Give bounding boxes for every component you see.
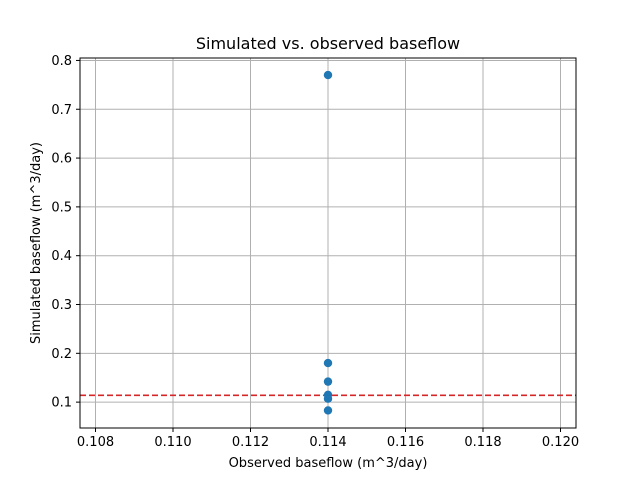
data-points bbox=[323, 70, 333, 415]
scatter-point bbox=[323, 70, 333, 80]
y-axis-label: Simulated baseflow (m^3/day) bbox=[29, 142, 44, 344]
y-tick-label: 0.1 bbox=[51, 396, 72, 411]
x-tick-label: 0.112 bbox=[232, 435, 269, 450]
scatter-point bbox=[323, 394, 333, 403]
scatter-point bbox=[323, 377, 333, 386]
y-tick-label: 0.8 bbox=[51, 54, 72, 69]
x-tick-label: 0.120 bbox=[542, 435, 579, 450]
chart-title: Simulated vs. observed baseflow bbox=[196, 34, 460, 53]
y-tick-label: 0.5 bbox=[51, 200, 72, 215]
x-tick-label: 0.114 bbox=[309, 435, 346, 450]
y-tick-label: 0.3 bbox=[51, 298, 72, 313]
y-tick-label: 0.7 bbox=[51, 103, 72, 118]
y-tick-label: 0.4 bbox=[51, 249, 72, 264]
y-tick-label: 0.6 bbox=[51, 152, 72, 167]
y-tick-label: 0.2 bbox=[51, 347, 72, 362]
x-tick-label: 0.108 bbox=[77, 435, 114, 450]
x-axis-label: Observed baseflow (m^3/day) bbox=[229, 456, 428, 471]
scatter-point bbox=[323, 358, 333, 368]
x-tick-label: 0.116 bbox=[387, 435, 424, 450]
x-tick-label: 0.110 bbox=[154, 435, 191, 450]
scatter-point bbox=[323, 406, 333, 415]
y-axis-ticks: 0.1 0.2 0.3 0.4 0.5 0.6 0.7 0.8 bbox=[51, 54, 80, 411]
x-axis-ticks: 0.108 0.110 0.112 0.114 0.116 0.118 0.120 bbox=[77, 428, 579, 450]
grid bbox=[80, 58, 576, 428]
x-tick-label: 0.118 bbox=[464, 435, 501, 450]
